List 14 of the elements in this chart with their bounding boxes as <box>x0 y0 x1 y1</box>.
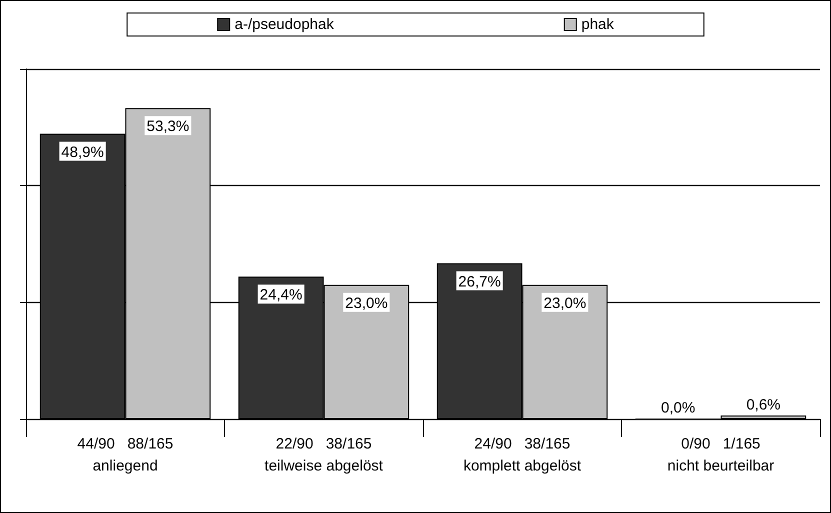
x-tick-label: 24/90 38/165 komplett abgelöst <box>463 436 582 474</box>
data-label: 26,7% <box>458 273 501 290</box>
x-tick-label: 0/90 1/165 nicht beurteilbar <box>667 436 774 474</box>
x-tick-label: 44/90 88/165 anliegend <box>77 436 174 474</box>
data-label: 53,3% <box>146 118 190 136</box>
data-label: 48,9% <box>61 144 104 161</box>
data-label: 0,6% <box>746 396 781 414</box>
data-label: 24,4% <box>260 286 302 304</box>
data-label: 23,0% <box>345 294 388 312</box>
legend-label: phak <box>581 16 614 33</box>
data-label: 23,0% <box>544 294 586 312</box>
x-tick-label: 22/90 38/165 teilweise abgelöst <box>264 436 384 474</box>
data-label: 0,0% <box>660 400 696 416</box>
legend-label: a-/pseudophak <box>234 16 334 33</box>
